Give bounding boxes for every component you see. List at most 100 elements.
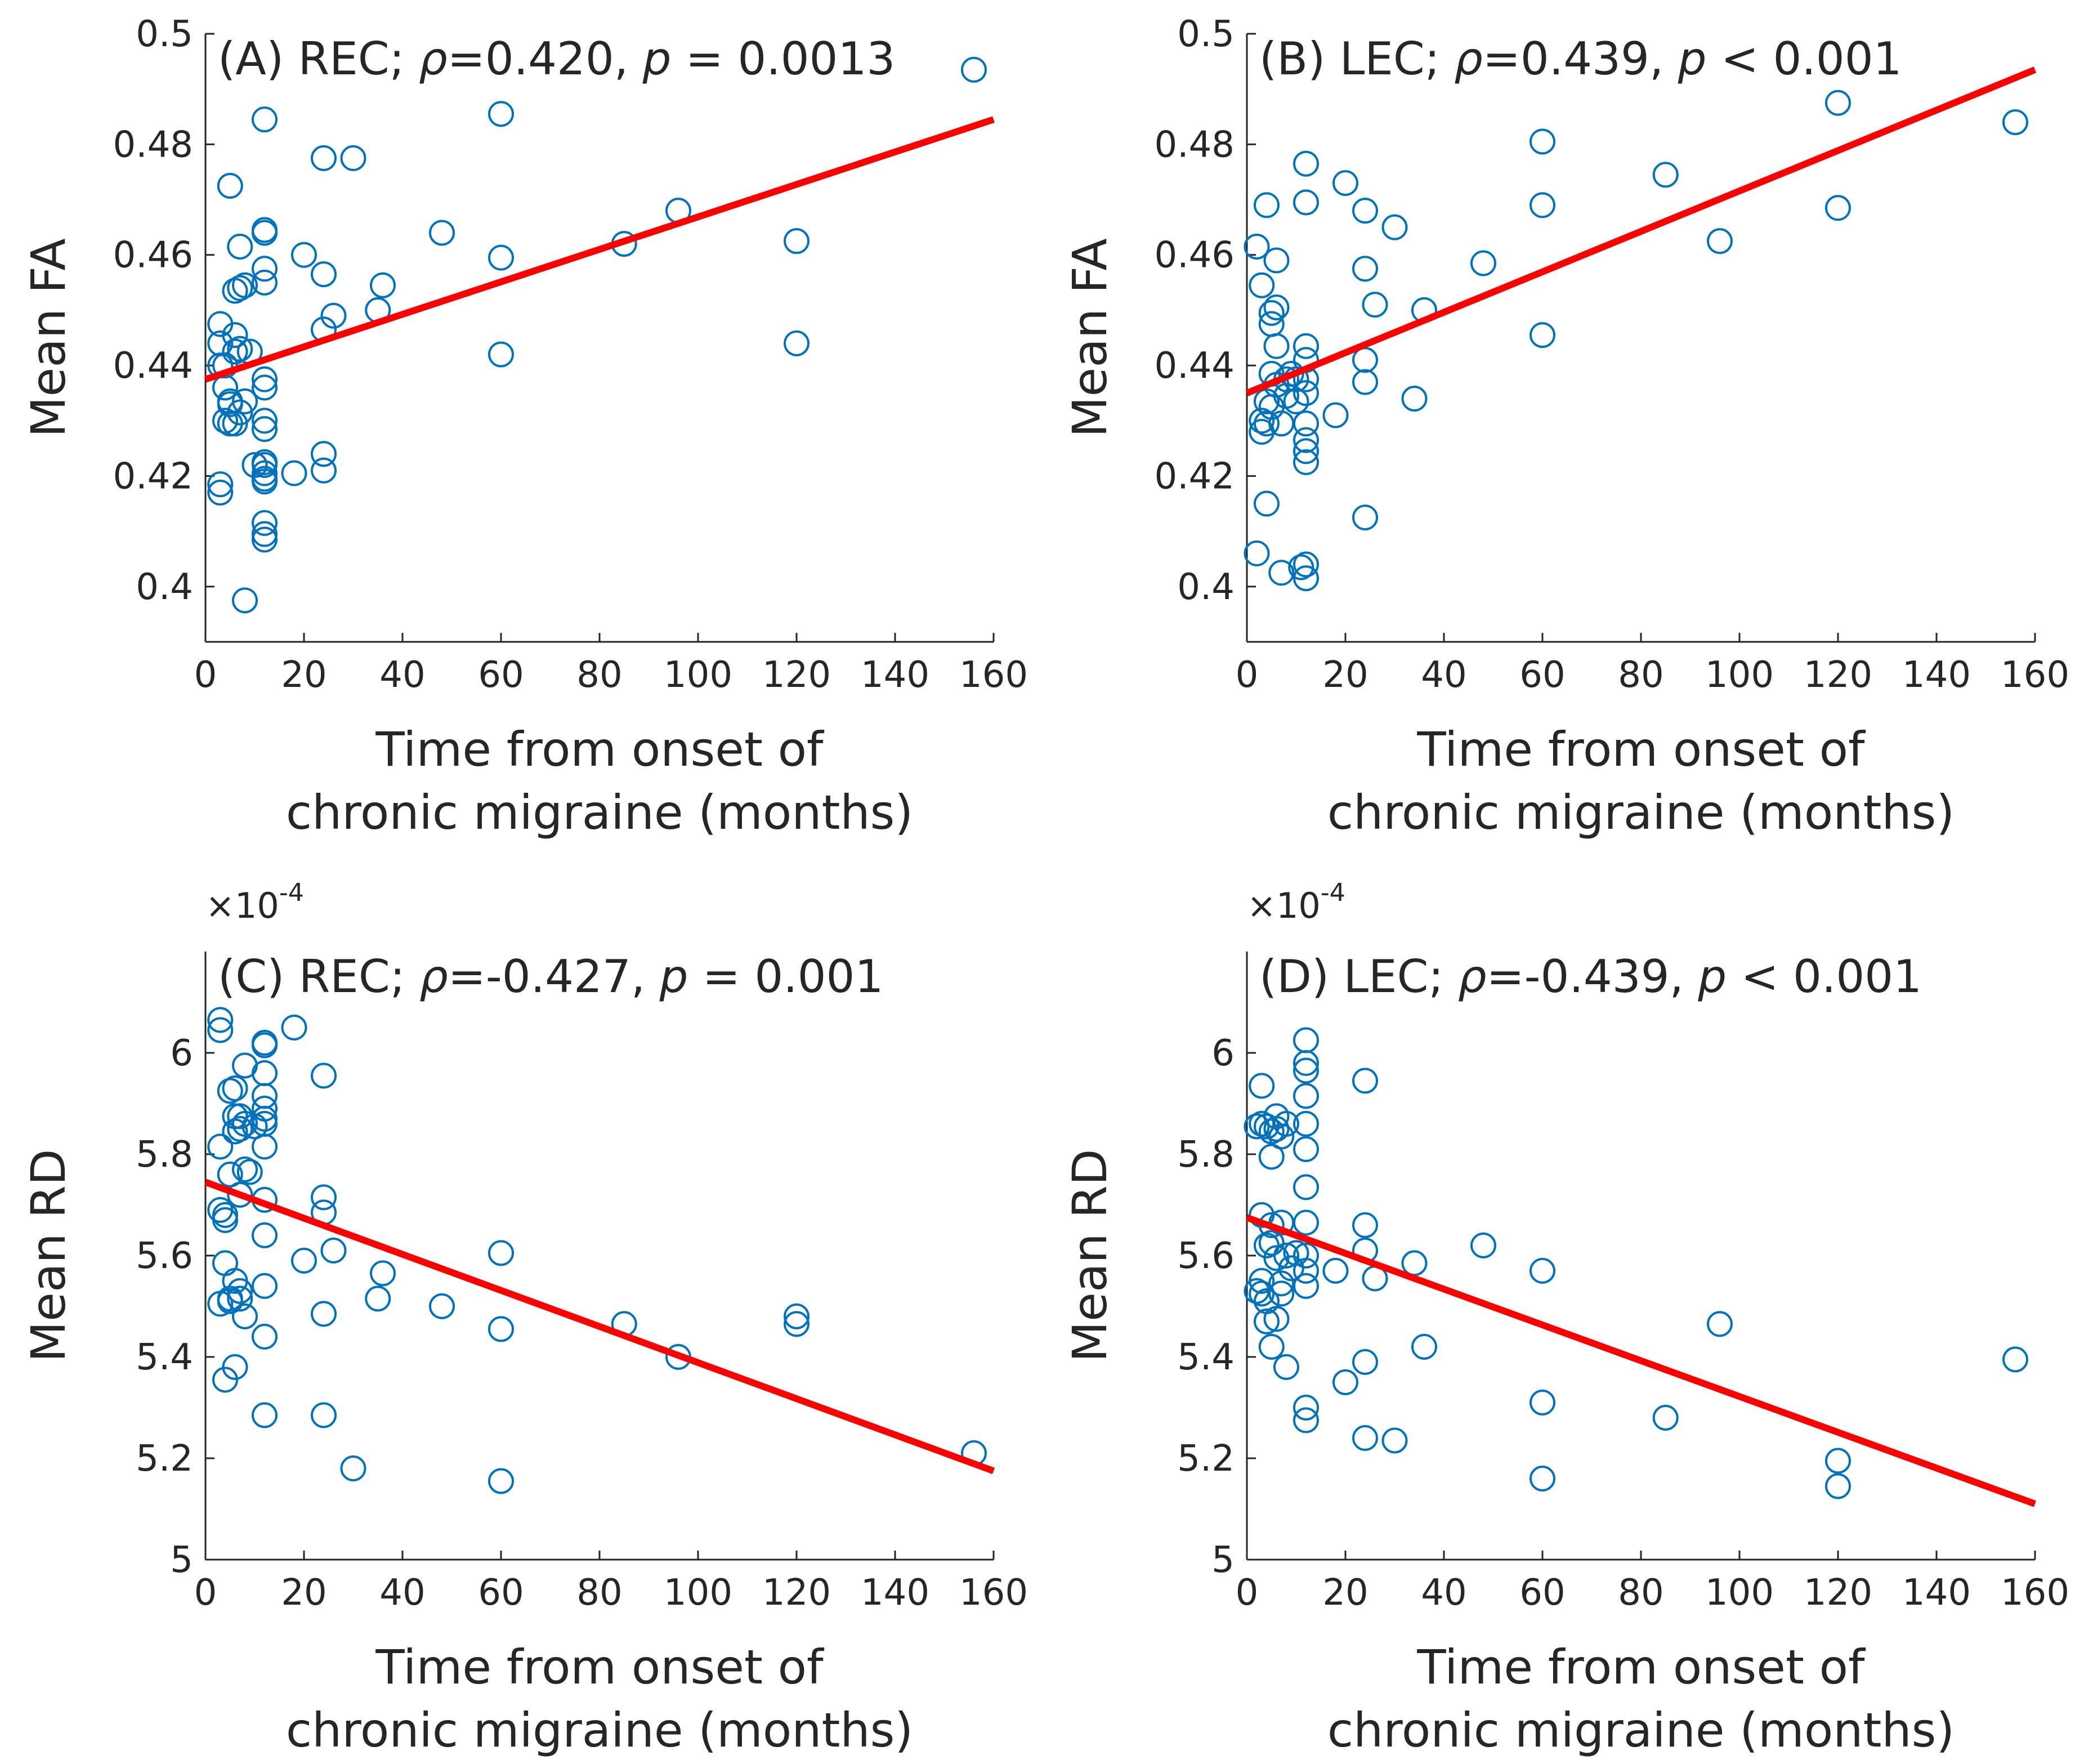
y-tick-label: 5.8 [1177,1134,1235,1176]
x-tick-label: 80 [1618,654,1663,696]
y-tick-label: 0.5 [1177,14,1235,55]
data-point [232,272,258,298]
data-point [311,1184,337,1211]
data-point [1254,490,1280,517]
data-point [1293,438,1319,465]
data-point [1530,1466,1555,1491]
data-point [252,1273,278,1299]
data-point [1263,1306,1290,1332]
data-point [212,1202,238,1228]
data-point [1293,1395,1319,1421]
x-tick-label: 60 [478,1572,524,1614]
data-point [227,1116,253,1142]
exponent-label: ×10-4 [205,878,304,926]
data-point [1293,1407,1319,1433]
data-point [1401,1250,1428,1276]
data-point [488,1468,514,1494]
data-point [1268,1123,1295,1150]
data-point [1530,322,1555,349]
y-tick-label: 5 [170,1539,193,1581]
data-point [320,1238,347,1263]
data-point [1288,554,1314,580]
x-tick-label: 140 [861,654,929,696]
data-point [1254,1309,1280,1334]
data-point [1293,1083,1319,1109]
data-point [2002,1346,2028,1373]
data-point [1268,1270,1295,1297]
data-point [1293,189,1319,216]
data-point [1352,1425,1378,1451]
x-tick-label: 80 [576,654,622,696]
data-point [252,106,278,133]
y-tick-label: 5.4 [1177,1337,1235,1378]
data-point [1278,360,1304,387]
y-tick-label: 0.4 [136,566,193,608]
x-axis-title-line: Time from onset of [1416,1640,1866,1695]
data-point [488,244,514,271]
data-point [252,1032,278,1059]
data-point [1411,1334,1437,1360]
data-point [1322,1258,1349,1284]
y-tick-label: 6 [170,1033,193,1074]
data-point [207,1007,234,1033]
data-point [1530,128,1555,155]
data-point [311,261,337,288]
x-tick-label: 40 [1421,654,1466,696]
data-point [1244,540,1270,566]
data-point [1293,333,1319,359]
y-tick-label: 0.48 [1155,124,1235,166]
y-tick-label: 5.6 [136,1235,193,1277]
data-point [252,416,278,442]
data-point [1352,504,1378,531]
y-tick-label: 0.44 [1155,345,1235,387]
panel-title: (C) REC; ρ=-0.427, p = 0.001 [218,950,883,1003]
data-point [1352,256,1378,282]
data-point [1293,150,1319,177]
y-tick-label: 5.6 [1177,1235,1235,1277]
data-point [365,1285,391,1312]
data-point [1244,234,1270,260]
regression-line [1245,1214,2037,1507]
x-tick-label: 140 [1902,1572,1971,1614]
data-point [370,1260,396,1287]
data-point [961,56,987,83]
data-point [1293,551,1319,578]
data-point [252,1402,278,1428]
data-point [1293,1027,1319,1053]
data-point [311,457,337,484]
x-tick-label: 60 [478,654,524,696]
x-axis-title-line: chronic migraine (months) [1327,1703,1955,1758]
data-point [1293,449,1319,475]
panel-title: (B) LEC; ρ=0.439, p < 0.001 [1259,33,1902,85]
x-tick-label: 40 [379,654,425,696]
data-point [227,1278,253,1304]
data-point [217,391,243,417]
x-tick-label: 160 [2001,654,2069,696]
data-point [252,1324,278,1350]
data-point [222,338,248,365]
data-point [227,1182,253,1208]
data-point [1470,1232,1496,1258]
x-axis-title-line: Time from onset of [375,1640,825,1695]
data-point [1258,300,1285,326]
panel-c: 0 20 40 60 80 100 120 140 160 5 5.2 5.4 5.6 5.8 6 ×10-4… [21,878,1028,1758]
x-axis-title-line: chronic migraine (months) [286,785,913,840]
data-point [252,374,278,401]
data-point [1293,1050,1319,1076]
x-tick-label: 160 [959,1572,1028,1614]
regression-line [1245,66,2037,396]
data-point [227,336,253,362]
x-tick-label: 120 [1804,1572,1872,1614]
y-axis-title: Mean RD [1062,1149,1117,1363]
data-point [1401,386,1428,412]
data-point [320,302,347,329]
data-point [1254,1113,1280,1140]
regression-line [204,116,995,383]
data-point [1258,1230,1285,1256]
x-axis-title-line: chronic migraine (months) [286,1703,913,1758]
data-point [252,256,278,282]
data-point [217,1285,243,1312]
x-tick-label: 0 [194,1572,217,1614]
scatter-points [1244,90,2028,592]
data-point [311,441,337,467]
